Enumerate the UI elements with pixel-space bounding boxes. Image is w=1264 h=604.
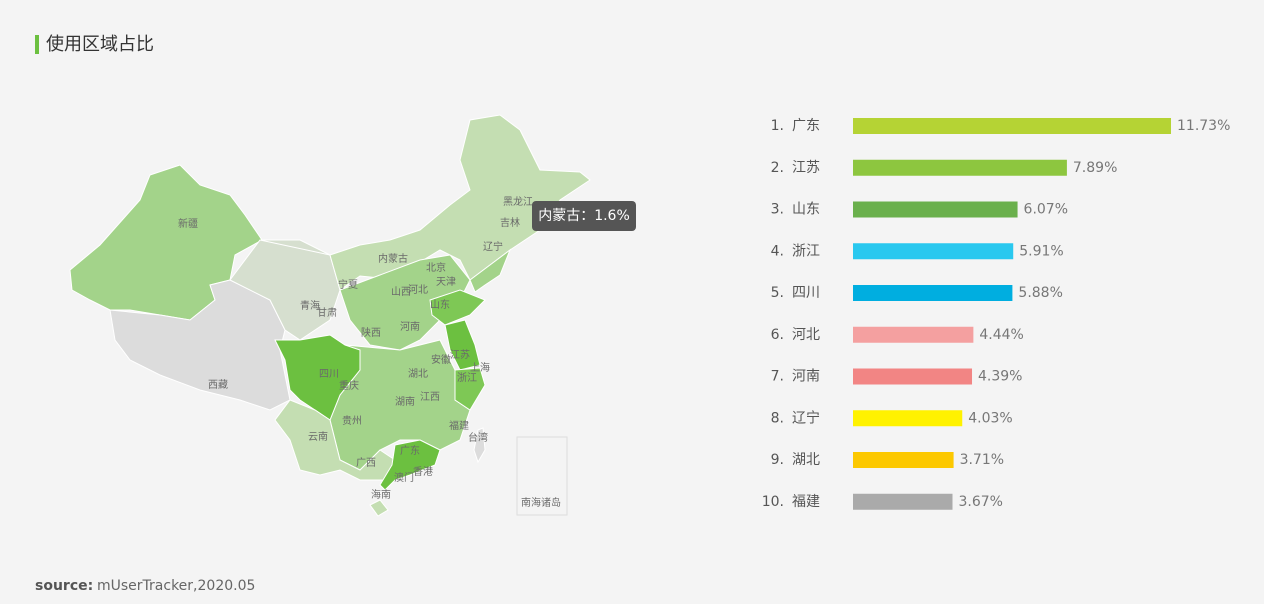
rank-label: 6. bbox=[771, 327, 784, 343]
bar bbox=[853, 493, 953, 510]
region-label: 江苏 bbox=[450, 348, 470, 361]
rank-label: 2. bbox=[771, 160, 784, 176]
rank-label: 3. bbox=[771, 202, 784, 218]
category-label: 四川 bbox=[792, 285, 820, 301]
region-label: 四川 bbox=[319, 369, 339, 380]
region-shape bbox=[473, 427, 486, 464]
region-label: 湖南 bbox=[395, 395, 415, 408]
rank-label: 5. bbox=[771, 285, 784, 301]
title-accent bbox=[35, 35, 39, 54]
rank-label: 8. bbox=[771, 410, 784, 426]
category-label: 河北 bbox=[792, 327, 820, 343]
region-label: 青海 bbox=[300, 299, 320, 312]
region-label: 天津 bbox=[436, 276, 456, 288]
inset-frame bbox=[516, 436, 568, 516]
region-label: 海南 bbox=[371, 488, 391, 501]
region-label: 浙江 bbox=[457, 372, 477, 384]
value-label: 6.07% bbox=[1024, 202, 1068, 218]
page-title: 使用区域占比 bbox=[46, 34, 154, 55]
category-label: 辽宁 bbox=[792, 409, 820, 426]
value-label: 4.39% bbox=[978, 369, 1022, 385]
region-label: 上海 bbox=[470, 361, 490, 374]
category-label: 浙江 bbox=[792, 243, 820, 259]
region-label: 新疆 bbox=[178, 217, 198, 230]
value-label: 4.03% bbox=[968, 410, 1012, 426]
region-label: 台湾 bbox=[468, 431, 488, 444]
value-label: 5.91% bbox=[1019, 243, 1063, 259]
region-label: 河北 bbox=[408, 284, 428, 296]
region-label: 辽宁 bbox=[483, 240, 503, 253]
region-label: 宁夏 bbox=[338, 278, 358, 291]
bar bbox=[853, 118, 1171, 134]
category-label: 湖北 bbox=[792, 452, 820, 468]
value-label: 3.67% bbox=[958, 494, 1002, 510]
ranking-chart: 1. 广东 11.73% 2. 江苏 7.89% 3. 山东 6.07% 4. 浙江 5.91% 5. 四… bbox=[762, 118, 1230, 510]
category-label: 广东 bbox=[792, 118, 820, 134]
bar bbox=[853, 368, 973, 385]
region-label: 福建 bbox=[449, 419, 469, 432]
region-label: 广西 bbox=[356, 457, 376, 469]
bar bbox=[853, 410, 963, 427]
region-label: 南海诸岛 bbox=[521, 496, 561, 509]
region-label: 甘肃 bbox=[317, 306, 337, 319]
value-label: 3.71% bbox=[960, 452, 1004, 468]
bar bbox=[853, 452, 954, 468]
region-label: 河南 bbox=[400, 320, 420, 333]
rank-label: 1. bbox=[771, 118, 784, 134]
rank-label: 10. bbox=[762, 494, 784, 510]
region-shape bbox=[429, 289, 486, 326]
region-label: 山西 bbox=[391, 286, 411, 298]
tooltip-text: 内蒙古：1.6% bbox=[538, 208, 630, 224]
category-label: 江苏 bbox=[792, 160, 820, 176]
region-label: 陕西 bbox=[361, 326, 381, 339]
region-label: 吉林 bbox=[500, 216, 520, 229]
region-shape bbox=[454, 367, 486, 411]
region-label: 贵州 bbox=[342, 414, 362, 427]
value-label: 5.88% bbox=[1018, 285, 1062, 301]
region-shape bbox=[469, 248, 512, 293]
bar bbox=[853, 201, 1018, 218]
region-label: 山东 bbox=[430, 298, 450, 311]
rank-label: 7. bbox=[771, 369, 784, 385]
region-shape bbox=[379, 439, 441, 491]
region-shape bbox=[369, 499, 389, 517]
category-label: 福建 bbox=[792, 494, 820, 510]
region-label: 西藏 bbox=[208, 379, 228, 391]
value-label: 11.73% bbox=[1177, 118, 1230, 134]
region-shape bbox=[274, 334, 361, 421]
region-label: 北京 bbox=[426, 261, 446, 274]
value-label: 4.44% bbox=[979, 327, 1023, 343]
region-label: 内蒙古 bbox=[378, 252, 408, 265]
region-shape bbox=[229, 239, 341, 341]
region-label: 澳门 bbox=[394, 471, 414, 484]
category-label: 山东 bbox=[792, 202, 820, 218]
region-label: 江西 bbox=[420, 391, 440, 403]
bar bbox=[853, 243, 1014, 260]
category-label: 河南 bbox=[792, 369, 820, 385]
region-label: 云南 bbox=[308, 430, 328, 443]
source-label: source: bbox=[35, 578, 93, 594]
region-label: 香港 bbox=[413, 466, 433, 478]
value-label: 7.89% bbox=[1073, 160, 1117, 176]
source-text: mUserTracker,2020.05 bbox=[97, 578, 255, 594]
bar bbox=[853, 326, 974, 343]
region-label: 重庆 bbox=[339, 379, 359, 392]
bar bbox=[853, 159, 1067, 176]
bar bbox=[853, 285, 1013, 301]
region-label: 黑龙江 bbox=[503, 195, 533, 208]
region-shape bbox=[444, 319, 481, 371]
tooltip-box bbox=[532, 201, 636, 231]
region-label: 湖北 bbox=[408, 368, 428, 380]
region-label: 安徽 bbox=[431, 353, 451, 366]
region-label: 广东 bbox=[400, 444, 420, 457]
rank-label: 9. bbox=[771, 452, 784, 468]
rank-label: 4. bbox=[771, 243, 784, 259]
